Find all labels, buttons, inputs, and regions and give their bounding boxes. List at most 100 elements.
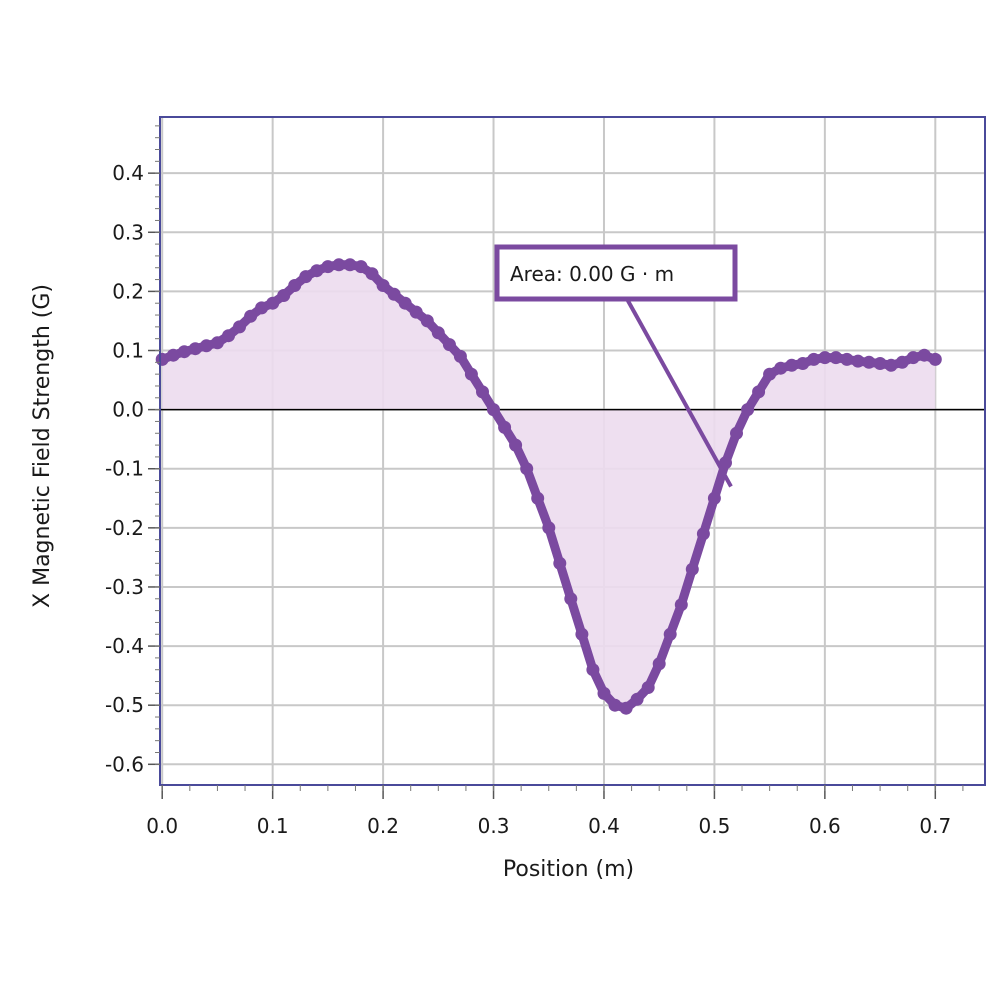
y-tick-label: 0.4 (112, 161, 144, 185)
axis-ticks (148, 125, 964, 799)
y-tick-label: 0.1 (112, 339, 144, 363)
data-point (674, 598, 688, 612)
data-point (244, 309, 258, 323)
data-point (564, 592, 578, 606)
area-fill (162, 264, 936, 709)
data-point (343, 258, 357, 272)
data-point (696, 527, 710, 541)
data-point (707, 491, 721, 505)
annotation-leader (625, 298, 733, 488)
data-point (310, 264, 324, 278)
y-tick-label: 0.0 (112, 398, 144, 422)
data-point (222, 329, 235, 343)
data-point (332, 258, 346, 272)
data-point (442, 338, 456, 352)
data-point (233, 320, 246, 334)
data-point (210, 336, 224, 350)
data-point (553, 556, 567, 570)
data-point (840, 352, 854, 366)
data-point (398, 296, 412, 310)
data-point (906, 351, 920, 365)
data-point (829, 351, 843, 365)
data-point (796, 357, 810, 370)
data-point (663, 627, 677, 641)
data-point (387, 287, 401, 301)
data-point (487, 403, 500, 417)
data-point (299, 270, 313, 284)
data-point (685, 562, 699, 576)
x-tick-label: 0.3 (478, 814, 510, 838)
data-point (597, 686, 611, 700)
x-tick-label: 0.4 (588, 814, 620, 838)
y-tick-label: -0.2 (105, 516, 144, 540)
y-axis-title: X Magnetic Field Strength (G) (30, 284, 55, 608)
data-point (188, 342, 202, 356)
data-point (719, 456, 732, 470)
x-tick-label: 0.5 (699, 814, 731, 838)
data-point (774, 361, 788, 375)
data-point (851, 354, 865, 368)
data-point (586, 663, 600, 677)
data-point (895, 355, 909, 369)
y-tick-label: -0.4 (105, 634, 144, 658)
y-tick-labels: 0.4 0.3 0.2 0.1 0.0 -0.1 -0.2 -0.3 -0.4 -0.5 -0.6 (105, 161, 144, 776)
x-tick-label: 0.2 (367, 814, 399, 838)
data-point (542, 521, 556, 535)
data-point (376, 279, 390, 292)
data-point (409, 305, 423, 319)
x-tick-label: 0.7 (919, 814, 951, 838)
x-tick-label: 0.1 (257, 814, 289, 838)
data-point (884, 358, 898, 372)
x-tick-label: 0.0 (146, 814, 178, 838)
data-point (166, 348, 180, 362)
data-point (509, 438, 523, 452)
y-tick-label: -0.1 (105, 457, 144, 481)
data-point (807, 352, 821, 366)
y-tick-label: 0.2 (112, 279, 144, 303)
data-point (652, 657, 666, 671)
data-point (365, 267, 379, 281)
data-point (641, 681, 655, 694)
annotation-box[interactable] (494, 244, 738, 302)
x-tick-label: 0.6 (809, 814, 841, 838)
data-point (928, 352, 942, 366)
plot-frame (159, 116, 986, 786)
y-tick-label: -0.5 (105, 693, 144, 717)
y-tick-label: -0.6 (105, 752, 144, 776)
data-point (321, 260, 335, 274)
data-point (785, 358, 799, 372)
data-point (266, 296, 280, 310)
y-tick-label: -0.3 (105, 575, 144, 599)
data-point (464, 367, 478, 381)
data-point (476, 385, 489, 399)
data-point (277, 289, 291, 302)
data-point (431, 326, 445, 340)
data-point (354, 260, 368, 274)
data-point (453, 349, 467, 363)
data-point (177, 345, 191, 359)
data-point (818, 351, 832, 365)
data-point (575, 627, 589, 641)
data-point (420, 314, 434, 328)
data-point (619, 701, 633, 715)
data-point (608, 698, 622, 712)
data-point (498, 420, 512, 434)
data-point (763, 367, 777, 381)
data-point (630, 692, 644, 706)
x-axis-title: Position (m) (503, 857, 634, 882)
data-point (741, 403, 755, 417)
data-point (520, 462, 534, 476)
data-point (917, 348, 931, 362)
data-point (862, 355, 876, 369)
data-point (531, 491, 545, 505)
x-tick-labels: 0.0 0.1 0.2 0.3 0.4 0.5 0.6 0.7 (146, 814, 951, 838)
data-point (255, 301, 269, 315)
annotation-text: Area: 0.00 G · m (510, 262, 674, 286)
data-point (730, 426, 743, 440)
data-point (752, 385, 766, 399)
data-point (199, 339, 213, 353)
data-point (288, 279, 302, 292)
